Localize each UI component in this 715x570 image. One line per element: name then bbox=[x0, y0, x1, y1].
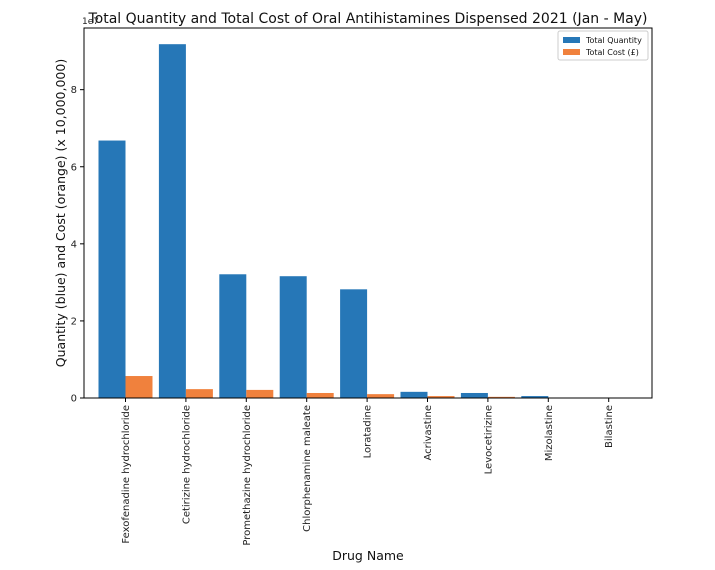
y-axis-title: Quantity (blue) and Cost (orange) (x 10,… bbox=[53, 59, 68, 367]
bar-quantity-6 bbox=[460, 392, 488, 398]
bar-quantity-1 bbox=[158, 44, 186, 398]
legend-swatch-0 bbox=[563, 37, 580, 43]
bar-quantity-4 bbox=[340, 289, 368, 398]
x-tick-label: Fexofenadine hydrochloride bbox=[121, 405, 132, 544]
bars-group bbox=[98, 44, 636, 398]
legend-swatch-1 bbox=[563, 49, 580, 55]
y-axis: 0 2 4 6 8 bbox=[71, 85, 84, 405]
bar-cost-5 bbox=[427, 396, 455, 398]
legend: Total Quantity Total Cost (£) bbox=[557, 30, 649, 61]
y-tick-label: 0 bbox=[71, 394, 77, 405]
y-offset-label: 1e7 bbox=[82, 17, 99, 27]
x-tick-label: Acrivastine bbox=[423, 405, 434, 461]
bar-cost-2 bbox=[246, 389, 274, 398]
bar-cost-3 bbox=[306, 392, 334, 398]
y-tick-label: 6 bbox=[71, 162, 77, 173]
axes-frame bbox=[83, 27, 653, 399]
bar-cost-0 bbox=[125, 376, 153, 398]
bar-quantity-3 bbox=[279, 276, 307, 398]
x-axis-title: Drug Name bbox=[332, 548, 404, 563]
x-tick-label: Chlorphenamine maleate bbox=[302, 405, 313, 532]
x-tick-label: Levocetirizine bbox=[483, 405, 494, 474]
x-tick-label: Cetirizine hydrochloride bbox=[181, 405, 192, 524]
legend-label-0: Total Quantity bbox=[585, 36, 642, 45]
x-tick-label: Loratadine bbox=[363, 405, 374, 458]
bar-cost-6 bbox=[487, 396, 515, 398]
bar-cost-4 bbox=[367, 394, 395, 398]
bar-quantity-0 bbox=[98, 140, 126, 398]
x-axis: Fexofenadine hydrochloride Cetirizine hyd… bbox=[121, 398, 615, 546]
x-tick-label: Promethazine hydrochloride bbox=[242, 405, 253, 546]
legend-box bbox=[557, 30, 649, 61]
y-tick-label: 2 bbox=[71, 316, 77, 327]
bar-quantity-2 bbox=[219, 274, 247, 398]
bar-cost-1 bbox=[185, 389, 213, 398]
bar-quantity-7 bbox=[521, 396, 549, 398]
x-tick-label: Mizolastine bbox=[544, 405, 555, 461]
x-tick-label: Bilastine bbox=[604, 405, 615, 448]
y-tick-label: 4 bbox=[71, 239, 77, 250]
chart-title: Total Quantity and Total Cost of Oral An… bbox=[87, 11, 647, 27]
bar-quantity-5 bbox=[400, 391, 428, 398]
legend-label-1: Total Cost (£) bbox=[585, 48, 639, 57]
y-tick-label: 8 bbox=[71, 85, 77, 96]
